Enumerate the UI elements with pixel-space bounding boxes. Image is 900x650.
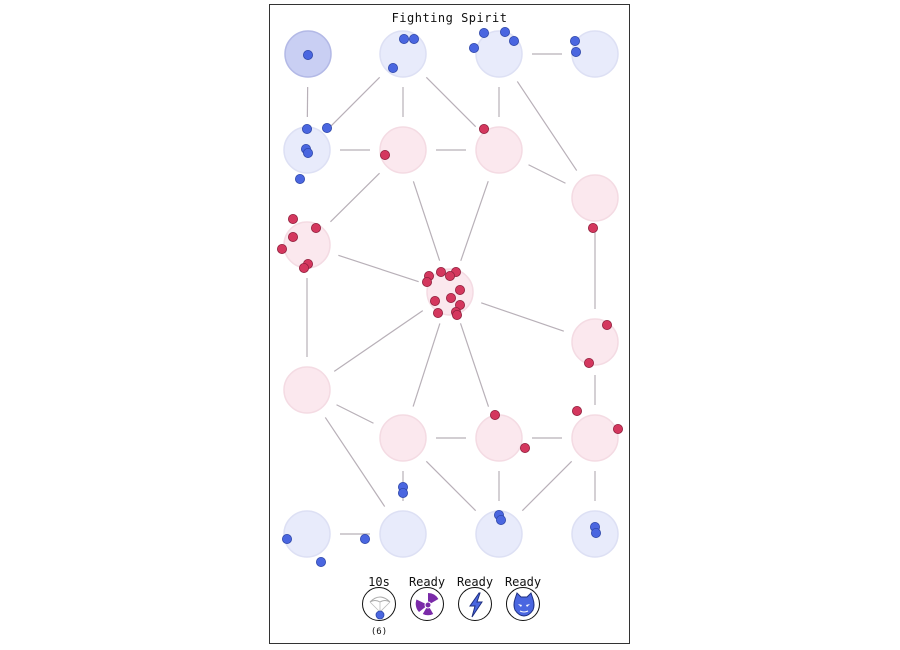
- red-unit: [454, 284, 465, 295]
- red-unit: [587, 222, 598, 233]
- blue-unit: [569, 35, 580, 46]
- red-unit: [277, 243, 287, 254]
- red-unit: [583, 357, 594, 368]
- blue-unit: [281, 534, 292, 545]
- path-edge: [324, 417, 386, 507]
- spirit-ability-button[interactable]: [506, 587, 540, 621]
- blue-unit: [508, 35, 519, 46]
- blue-unit: [302, 124, 313, 135]
- path-edge: [338, 254, 419, 283]
- paratroop-count: (6): [370, 627, 388, 637]
- spirit-status: Ready: [504, 575, 542, 589]
- nuke-ability-button[interactable]: [410, 587, 444, 621]
- path-edge: [460, 180, 489, 262]
- cat-face-icon: [513, 592, 535, 617]
- path-edge: [481, 302, 564, 332]
- red-unit: [478, 124, 489, 135]
- red-unit: [432, 307, 443, 318]
- path-edge: [425, 76, 477, 128]
- blue-unit: [468, 43, 479, 54]
- path-edge: [412, 323, 441, 407]
- blue-unit: [398, 33, 409, 44]
- blue-unit: [360, 534, 371, 545]
- blue-unit: [570, 47, 581, 58]
- path-edge: [459, 323, 490, 407]
- red-unit: [380, 149, 391, 160]
- blue-unit: [388, 63, 399, 74]
- red-unit: [444, 270, 455, 281]
- red-territory-node[interactable]: [379, 414, 427, 462]
- red-unit: [429, 295, 440, 306]
- parachute-icon: [369, 596, 391, 620]
- red-unit: [298, 262, 309, 273]
- radiation-icon: [414, 591, 442, 619]
- blue-unit: [316, 557, 327, 568]
- blue-unit: [303, 50, 314, 61]
- path-edge: [330, 172, 380, 223]
- lightning-ability-button[interactable]: [458, 587, 492, 621]
- red-unit: [571, 405, 582, 416]
- game-title: Fighting Spirit: [391, 11, 508, 25]
- lightning-icon: [469, 592, 483, 618]
- red-unit: [519, 442, 530, 453]
- blue-unit: [478, 27, 489, 38]
- red-territory-node[interactable]: [571, 414, 619, 462]
- blue-territory-node[interactable]: [283, 510, 331, 558]
- red-territory-node[interactable]: [283, 366, 331, 414]
- red-unit: [421, 276, 432, 287]
- game-board[interactable]: [270, 5, 630, 644]
- blue-unit: [499, 26, 510, 37]
- path-edge: [333, 310, 424, 372]
- lightning-status: Ready: [456, 575, 494, 589]
- paratroop-status: 10s: [368, 575, 390, 589]
- blue-unit: [495, 514, 506, 525]
- red-unit: [287, 213, 298, 224]
- path-edge: [528, 164, 566, 184]
- blue-territory-node[interactable]: [379, 510, 427, 558]
- red-territory-node[interactable]: [475, 414, 523, 462]
- red-unit: [489, 409, 500, 420]
- red-territory-node[interactable]: [379, 126, 427, 174]
- path-edge: [329, 76, 381, 128]
- blue-unit: [397, 487, 408, 498]
- path-edge: [412, 181, 441, 261]
- red-territory-node[interactable]: [475, 126, 523, 174]
- blue-unit: [294, 173, 305, 184]
- path-edge: [425, 460, 477, 512]
- game-frame: Fighting Spirit 10s Ready Ready Ready: [269, 4, 630, 644]
- path-edge: [521, 460, 573, 512]
- path-edge: [516, 81, 578, 171]
- red-unit: [601, 319, 612, 330]
- red-unit: [445, 292, 456, 303]
- red-territory-node[interactable]: [571, 174, 619, 222]
- blue-unit: [303, 147, 314, 158]
- nuke-status: Ready: [408, 575, 446, 589]
- red-territory-node[interactable]: [571, 318, 619, 366]
- red-unit: [451, 309, 462, 320]
- red-unit: [612, 423, 623, 434]
- red-unit: [311, 222, 322, 233]
- blue-unit: [322, 123, 333, 134]
- blue-unit: [590, 528, 601, 539]
- path-edge: [336, 404, 374, 424]
- red-unit: [287, 231, 298, 242]
- blue-unit: [408, 33, 419, 44]
- red-unit: [435, 266, 446, 277]
- paratroop-ability-button[interactable]: [362, 587, 396, 621]
